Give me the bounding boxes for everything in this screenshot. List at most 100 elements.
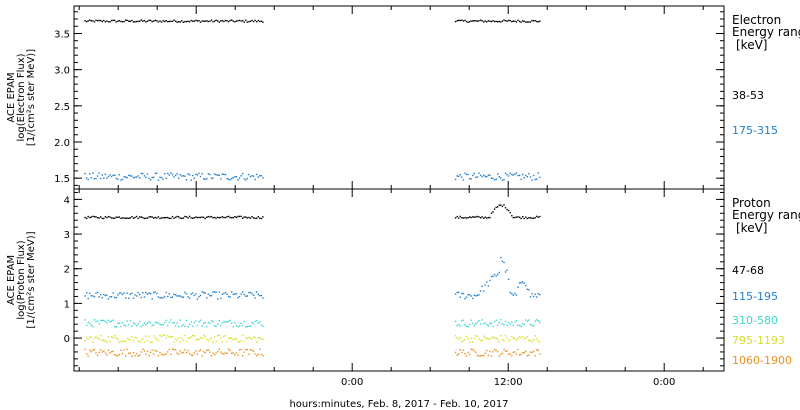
data-point — [143, 296, 146, 298]
data-point — [93, 337, 96, 339]
data-point — [232, 339, 234, 341]
data-point — [531, 217, 533, 220]
data-point — [174, 20, 177, 22]
data-point — [112, 292, 114, 294]
data-point — [242, 355, 244, 357]
data-point — [215, 352, 217, 354]
data-point — [503, 19, 505, 21]
data-point — [240, 293, 242, 295]
data-point — [478, 320, 480, 322]
data-point — [192, 217, 194, 219]
data-point — [103, 19, 105, 22]
data-point — [192, 325, 194, 328]
data-point — [123, 292, 125, 294]
data-point — [224, 174, 227, 176]
data-point — [123, 349, 125, 351]
data-point — [531, 293, 533, 295]
data-point — [170, 172, 172, 174]
data-point — [154, 19, 156, 22]
data-point — [220, 178, 222, 180]
data-point — [198, 172, 200, 175]
data-point — [132, 351, 135, 354]
data-point — [498, 322, 500, 324]
data-point — [242, 291, 244, 293]
data-point — [182, 296, 185, 298]
data-point — [164, 173, 166, 175]
data-point — [145, 324, 147, 326]
data-point — [215, 174, 217, 176]
y-tick-label: 2 — [64, 265, 70, 276]
data-point — [143, 175, 146, 177]
series-795-1193 — [84, 334, 541, 344]
data-point — [509, 353, 511, 355]
data-point — [220, 20, 222, 22]
data-point — [246, 21, 248, 23]
data-point — [493, 348, 496, 351]
data-point — [232, 177, 234, 179]
data-point — [515, 216, 518, 218]
data-point — [475, 295, 477, 297]
data-point — [101, 297, 103, 299]
y-axis-label: [1/(cm²s ster MeV)] — [26, 231, 37, 328]
data-point — [206, 297, 208, 299]
data-point — [490, 177, 493, 179]
data-point — [179, 341, 181, 343]
data-point — [118, 322, 121, 324]
data-point — [145, 335, 147, 337]
data-point — [456, 354, 458, 356]
data-point — [103, 319, 105, 322]
data-point — [210, 19, 213, 21]
data-point — [493, 273, 496, 276]
data-point — [489, 350, 491, 353]
data-point — [182, 175, 185, 177]
data-point — [257, 293, 259, 296]
data-point — [86, 336, 88, 339]
data-point — [125, 340, 127, 343]
data-point — [260, 20, 263, 22]
data-point — [101, 174, 103, 176]
data-point — [143, 19, 146, 22]
data-point — [89, 292, 91, 295]
data-point — [487, 216, 490, 219]
data-point — [198, 20, 200, 22]
data-point — [454, 293, 457, 295]
data-point — [242, 173, 244, 175]
data-point — [87, 338, 89, 340]
data-point — [181, 175, 183, 177]
data-point — [196, 324, 199, 327]
legend-entry: 795-1193 — [732, 334, 785, 347]
data-point — [149, 341, 152, 343]
data-point — [495, 206, 497, 209]
data-point — [95, 177, 97, 180]
data-point — [139, 293, 141, 296]
data-point — [185, 351, 188, 354]
data-point — [539, 341, 541, 344]
data-point — [176, 295, 178, 297]
data-point — [100, 294, 102, 296]
data-point — [135, 20, 138, 23]
data-point — [478, 294, 480, 296]
data-point — [507, 175, 510, 177]
data-point — [173, 322, 175, 324]
data-point — [106, 341, 108, 343]
data-point — [207, 340, 209, 342]
data-point — [248, 21, 250, 23]
data-point — [251, 19, 253, 22]
y-tick-label: 3.0 — [54, 66, 70, 77]
data-point — [143, 350, 146, 352]
data-point — [456, 175, 458, 177]
data-point — [507, 209, 510, 212]
data-point — [242, 20, 244, 22]
data-point — [173, 293, 175, 296]
data-point — [517, 348, 519, 351]
data-point — [199, 216, 202, 219]
data-point — [184, 215, 186, 218]
data-point — [497, 351, 499, 353]
data-point — [145, 217, 147, 219]
data-point — [206, 178, 208, 180]
data-point — [511, 355, 513, 357]
data-point — [473, 294, 475, 296]
data-point — [201, 20, 203, 22]
data-point — [536, 348, 538, 351]
data-point — [487, 20, 490, 22]
